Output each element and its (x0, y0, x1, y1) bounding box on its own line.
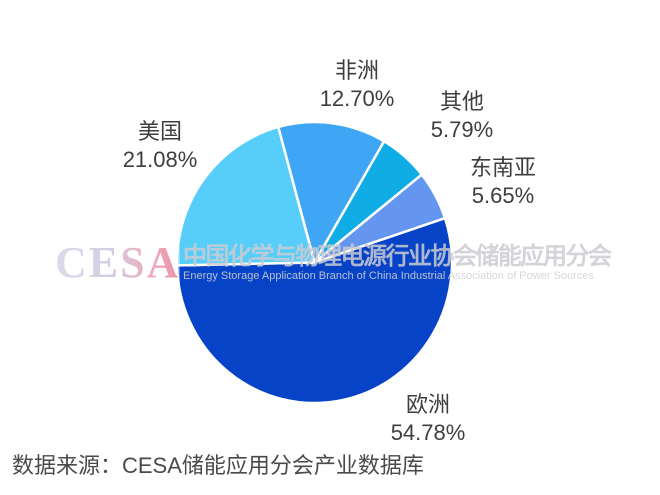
slice-value: 54.78% (390, 420, 466, 445)
slice-name: 欧洲 (405, 392, 450, 417)
slice-label-southeast-asia: 东南亚 5.65% (428, 154, 578, 210)
slice-value: 5.79% (430, 117, 494, 142)
cesa-logo: CESA (55, 238, 181, 287)
pie-slice-4[interactable] (175, 125, 316, 267)
watermark-org-name-en: Energy Storage Application Branch of Chi… (183, 270, 594, 282)
slice-value: 21.08% (122, 147, 198, 172)
watermark-divider (177, 246, 180, 284)
slice-name: 非洲 (334, 58, 379, 83)
slice-name: 其他 (439, 89, 484, 114)
data-source-note: 数据来源：CESA储能应用分会产业数据库 (12, 453, 424, 478)
slice-label-africa: 非洲 12.70% (277, 57, 437, 113)
slice-label-other: 其他 5.79% (392, 88, 532, 144)
slice-name: 美国 (137, 119, 182, 144)
slice-label-europe: 欧洲 54.78% (348, 391, 508, 447)
slice-value: 5.65% (471, 183, 535, 208)
slice-value: 12.70% (319, 86, 395, 111)
slice-label-usa: 美国 21.08% (80, 118, 240, 174)
watermark-org-name-cn: 中国化学与物理电源行业协会储能应用分会 (183, 243, 612, 270)
pie-slice-0[interactable] (276, 120, 386, 264)
slice-name: 东南亚 (469, 155, 536, 180)
